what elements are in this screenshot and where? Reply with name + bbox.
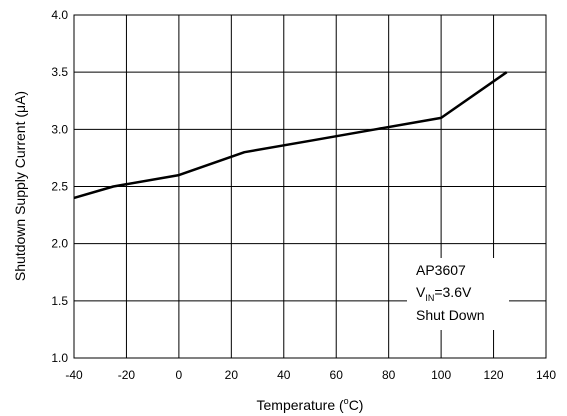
- annotation-box: [407, 258, 509, 330]
- x-tick-label: 120: [484, 368, 504, 382]
- x-axis-label: Temperature (oC): [257, 396, 364, 413]
- plot-frame: [73, 14, 547, 359]
- x-tick-label: 140: [536, 368, 556, 382]
- y-axis-label: Shutdown Supply Current (μA): [12, 91, 28, 281]
- x-tick-label: -20: [118, 368, 136, 382]
- x-tick-labels: -40 -20 0 20 40 60 80 100 120 140: [65, 368, 556, 382]
- y-tick-label: 2.5: [51, 180, 68, 194]
- grid-lines: [74, 15, 546, 358]
- x-axis-label-sup: o: [344, 396, 349, 406]
- series-layer: [73, 71, 508, 200]
- annotation-line-3: Shut Down: [416, 307, 484, 323]
- x-tick-label: 20: [225, 368, 239, 382]
- annotation-line-2-sub: IN: [425, 293, 434, 303]
- y-tick-label: 1.0: [51, 351, 68, 365]
- annotation-line-2-tail: =3.6V: [434, 284, 472, 300]
- annotation-line-1: AP3607: [416, 262, 466, 278]
- annotation-line-2-main: V: [416, 284, 426, 300]
- y-tick-label: 2.0: [51, 237, 68, 251]
- series-line: [73, 71, 508, 200]
- x-tick-label: 80: [382, 368, 396, 382]
- x-tick-label: 100: [431, 368, 451, 382]
- x-tick-label: 40: [277, 368, 291, 382]
- x-tick-label: -40: [65, 368, 83, 382]
- y-tick-label: 3.0: [51, 122, 68, 136]
- x-tick-label: 0: [176, 368, 183, 382]
- y-tick-label: 3.5: [51, 65, 68, 79]
- annotation-line-2: VIN=3.6V: [416, 284, 472, 303]
- x-tick-label: 60: [330, 368, 344, 382]
- y-tick-label: 1.5: [51, 294, 68, 308]
- x-axis-label-tail: C): [349, 397, 364, 413]
- x-axis-label-main: Temperature (: [257, 397, 344, 413]
- y-tick-labels: 1.0 1.5 2.0 2.5 3.0 3.5 4.0: [51, 8, 68, 365]
- y-tick-label: 4.0: [51, 8, 68, 22]
